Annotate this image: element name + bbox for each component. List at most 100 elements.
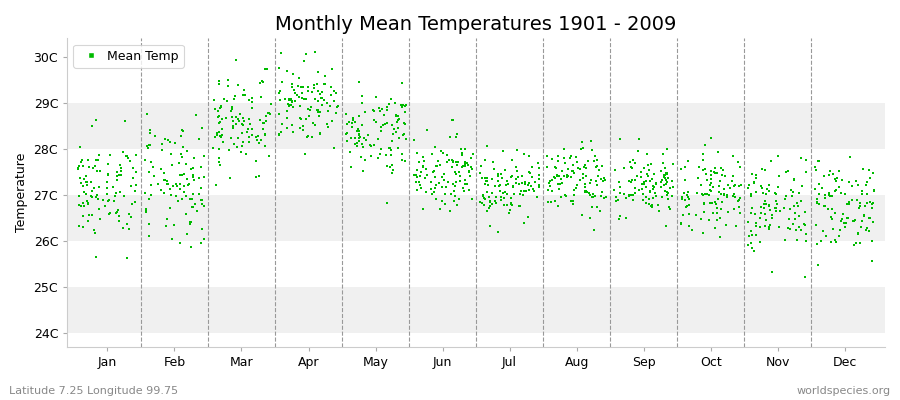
Point — [756, 190, 770, 197]
Point — [339, 131, 354, 137]
Point — [770, 200, 784, 207]
Point — [73, 175, 87, 182]
Point — [325, 66, 339, 72]
Point — [374, 106, 389, 112]
Point — [380, 200, 394, 206]
Point — [511, 181, 526, 187]
Point — [680, 189, 695, 195]
Point — [749, 223, 763, 230]
Point — [122, 211, 136, 217]
Point — [640, 171, 654, 178]
Point — [527, 178, 542, 185]
Point — [677, 190, 691, 196]
Point — [163, 186, 177, 192]
Point — [212, 133, 227, 140]
Point — [750, 232, 764, 238]
Point — [510, 168, 525, 174]
Point — [723, 184, 737, 191]
Point — [639, 200, 653, 206]
Point — [338, 110, 353, 117]
Point — [641, 162, 655, 168]
Point — [245, 104, 259, 111]
Point — [644, 160, 658, 167]
Point — [791, 190, 806, 196]
Point — [744, 191, 759, 197]
Point — [251, 173, 266, 180]
Point — [221, 77, 236, 84]
Point — [705, 180, 719, 186]
Point — [644, 203, 658, 209]
Point — [557, 155, 572, 162]
Point — [140, 111, 155, 118]
Point — [639, 184, 653, 190]
Point — [464, 166, 479, 173]
Point — [551, 153, 565, 159]
Point — [457, 188, 472, 194]
Point — [590, 164, 604, 170]
Point — [355, 140, 369, 147]
Point — [714, 206, 728, 212]
Point — [233, 149, 248, 156]
Point — [176, 189, 191, 195]
Point — [302, 106, 317, 113]
Point — [347, 135, 362, 141]
Point — [566, 187, 580, 194]
Point — [235, 130, 249, 136]
Point — [245, 99, 259, 105]
Point — [500, 178, 515, 184]
Point — [646, 171, 661, 177]
Point — [186, 174, 201, 180]
Point — [554, 180, 569, 186]
Point — [485, 200, 500, 207]
Point — [346, 115, 360, 122]
Point — [710, 204, 724, 211]
Point — [789, 237, 804, 243]
Point — [696, 150, 710, 157]
Point — [242, 121, 256, 128]
Point — [624, 179, 638, 186]
Point — [92, 206, 106, 212]
Point — [391, 117, 405, 123]
Point — [436, 177, 451, 183]
Point — [166, 236, 180, 242]
Point — [78, 172, 93, 179]
Point — [499, 182, 513, 188]
Point — [560, 172, 574, 178]
Point — [228, 93, 242, 100]
Point — [94, 168, 108, 174]
Point — [523, 170, 537, 176]
Point — [596, 178, 610, 184]
Point — [80, 182, 94, 188]
Point — [369, 119, 383, 125]
Point — [356, 144, 370, 150]
Point — [794, 155, 808, 162]
Point — [815, 184, 830, 191]
Point — [413, 182, 428, 188]
Point — [798, 157, 813, 164]
Point — [214, 126, 229, 132]
Point — [566, 198, 580, 204]
Point — [613, 190, 627, 196]
Point — [842, 178, 856, 185]
Point — [212, 78, 226, 84]
Point — [448, 193, 463, 200]
Point — [302, 132, 316, 139]
Point — [848, 216, 862, 223]
Point — [564, 198, 579, 204]
Point — [705, 172, 719, 178]
Point — [391, 125, 405, 131]
Point — [661, 175, 675, 182]
Point — [142, 232, 157, 239]
Point — [690, 175, 705, 181]
Point — [542, 180, 556, 186]
Point — [120, 152, 134, 159]
Point — [311, 112, 326, 119]
Point — [770, 153, 785, 160]
Point — [656, 151, 670, 157]
Point — [506, 184, 520, 190]
Point — [102, 197, 116, 204]
Point — [241, 139, 256, 146]
Point — [176, 182, 191, 189]
Point — [219, 115, 233, 121]
Point — [628, 160, 643, 166]
